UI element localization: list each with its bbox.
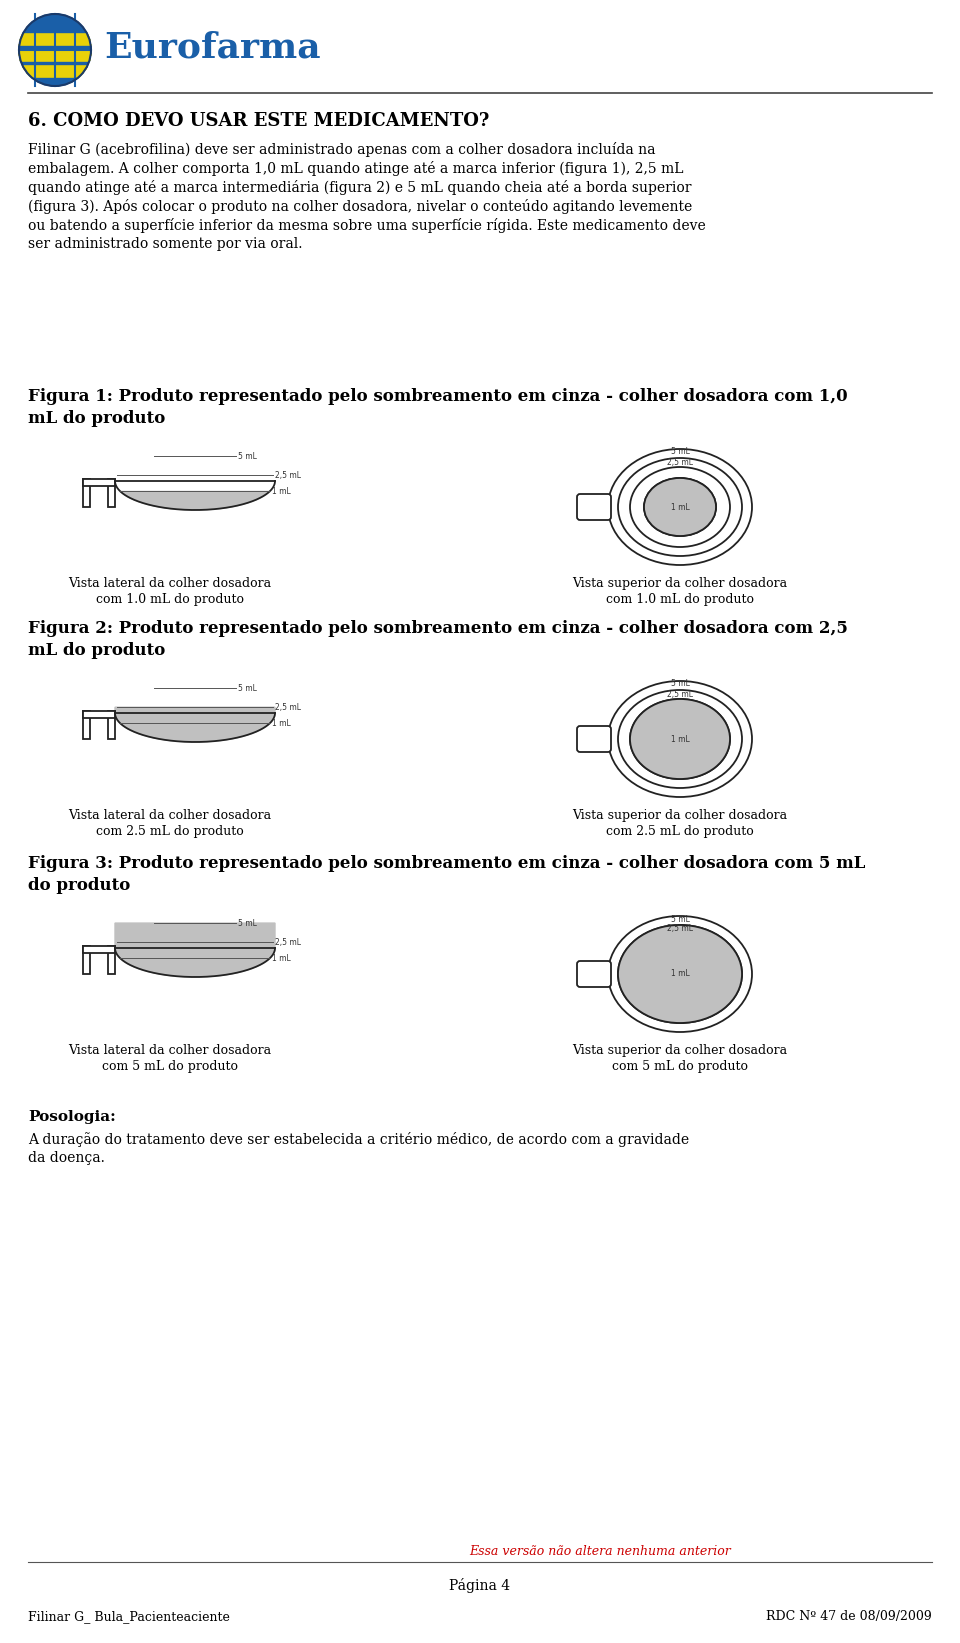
- Bar: [83, 711, 115, 718]
- Polygon shape: [115, 713, 275, 743]
- Text: 2,5 mL: 2,5 mL: [276, 470, 301, 480]
- Polygon shape: [115, 706, 275, 743]
- Text: 2,5 mL: 2,5 mL: [276, 938, 301, 946]
- FancyBboxPatch shape: [577, 961, 611, 987]
- FancyBboxPatch shape: [577, 495, 611, 519]
- Text: 5 mL: 5 mL: [671, 680, 689, 688]
- Text: com 1.0 mL do produto: com 1.0 mL do produto: [606, 593, 754, 606]
- Text: Vista superior da colher dosadora: Vista superior da colher dosadora: [572, 808, 787, 822]
- Text: A duração do tratamento deve ser estabelecida a critério médico, de acordo com a: A duração do tratamento deve ser estabel…: [28, 1132, 689, 1147]
- Bar: [108, 711, 115, 739]
- Text: 2,5 mL: 2,5 mL: [667, 690, 693, 698]
- FancyBboxPatch shape: [577, 726, 611, 752]
- Text: 1 mL: 1 mL: [671, 969, 689, 979]
- Text: com 1.0 mL do produto: com 1.0 mL do produto: [96, 593, 244, 606]
- Text: Vista superior da colher dosadora: Vista superior da colher dosadora: [572, 577, 787, 590]
- Text: 5 mL: 5 mL: [671, 447, 689, 457]
- Text: 5 mL: 5 mL: [238, 683, 256, 693]
- Text: Página 4: Página 4: [449, 1577, 511, 1594]
- Ellipse shape: [630, 698, 730, 779]
- Text: Posologia:: Posologia:: [28, 1111, 116, 1124]
- Text: Filinar G (acebrofilina) deve ser administrado apenas com a colher dosadora incl: Filinar G (acebrofilina) deve ser admini…: [28, 141, 656, 158]
- Bar: [83, 480, 115, 486]
- Ellipse shape: [618, 925, 742, 1024]
- Text: com 2.5 mL do produto: com 2.5 mL do produto: [96, 825, 244, 838]
- Text: 2,5 mL: 2,5 mL: [667, 925, 693, 933]
- Text: Filinar G_ Bula_Pacienteaciente: Filinar G_ Bula_Pacienteaciente: [28, 1610, 229, 1623]
- Text: 1 mL: 1 mL: [671, 734, 689, 744]
- Bar: [83, 711, 90, 739]
- Ellipse shape: [644, 945, 716, 1002]
- Text: Eurofarma: Eurofarma: [104, 31, 321, 66]
- Text: 6. COMO DEVO USAR ESTE MEDICAMENTO?: 6. COMO DEVO USAR ESTE MEDICAMENTO?: [28, 112, 490, 130]
- Text: 2,5 mL: 2,5 mL: [667, 457, 693, 467]
- Ellipse shape: [644, 478, 716, 536]
- Text: Figura 1: Produto representado pelo sombreamento em cinza - colher dosadora com : Figura 1: Produto representado pelo somb…: [28, 388, 848, 406]
- Text: com 5 mL do produto: com 5 mL do produto: [612, 1060, 748, 1073]
- Polygon shape: [121, 491, 270, 509]
- Bar: [83, 946, 115, 953]
- Ellipse shape: [644, 710, 716, 767]
- Bar: [108, 480, 115, 508]
- Text: quando atinge até a marca intermediária (figura 2) e 5 mL quando cheia até a bor: quando atinge até a marca intermediária …: [28, 181, 691, 196]
- Bar: [108, 946, 115, 974]
- Ellipse shape: [618, 925, 742, 1024]
- Text: 1 mL: 1 mL: [272, 720, 290, 728]
- Bar: [83, 480, 90, 508]
- Circle shape: [19, 15, 91, 85]
- Text: embalagem. A colher comporta 1,0 mL quando atinge até a marca inferior (figura 1: embalagem. A colher comporta 1,0 mL quan…: [28, 161, 684, 176]
- Polygon shape: [115, 923, 275, 978]
- Text: da doença.: da doença.: [28, 1152, 105, 1165]
- Text: 1 mL: 1 mL: [671, 503, 689, 511]
- Ellipse shape: [608, 917, 752, 1032]
- Text: mL do produto: mL do produto: [28, 642, 165, 659]
- Text: 1 mL: 1 mL: [272, 955, 290, 963]
- Text: 5 mL: 5 mL: [671, 915, 689, 923]
- Text: 5 mL: 5 mL: [238, 452, 256, 460]
- Text: Vista lateral da colher dosadora: Vista lateral da colher dosadora: [68, 1043, 272, 1056]
- Text: ou batendo a superfície inferior da mesma sobre uma superfície rígida. Este medi: ou batendo a superfície inferior da mesm…: [28, 219, 706, 233]
- Text: Essa versão não altera nenhuma anterior: Essa versão não altera nenhuma anterior: [469, 1544, 731, 1558]
- Text: com 5 mL do produto: com 5 mL do produto: [102, 1060, 238, 1073]
- Bar: [83, 946, 90, 974]
- Text: Figura 3: Produto representado pelo sombreamento em cinza - colher dosadora com : Figura 3: Produto representado pelo somb…: [28, 854, 865, 872]
- Ellipse shape: [608, 449, 752, 565]
- Text: com 2.5 mL do produto: com 2.5 mL do produto: [606, 825, 754, 838]
- Ellipse shape: [618, 458, 742, 555]
- Ellipse shape: [644, 478, 716, 536]
- Text: (figura 3). Após colocar o produto na colher dosadora, nivelar o conteúdo agitan: (figura 3). Após colocar o produto na co…: [28, 199, 692, 214]
- Text: 2,5 mL: 2,5 mL: [276, 703, 301, 711]
- Text: Vista lateral da colher dosadora: Vista lateral da colher dosadora: [68, 808, 272, 822]
- Text: 5 mL: 5 mL: [238, 918, 256, 928]
- Ellipse shape: [618, 690, 742, 789]
- Text: do produto: do produto: [28, 877, 131, 894]
- Ellipse shape: [630, 933, 730, 1014]
- Text: Figura 2: Produto representado pelo sombreamento em cinza - colher dosadora com : Figura 2: Produto representado pelo somb…: [28, 619, 848, 637]
- Text: RDC Nº 47 de 08/09/2009: RDC Nº 47 de 08/09/2009: [766, 1610, 932, 1623]
- Ellipse shape: [608, 680, 752, 797]
- Polygon shape: [115, 481, 275, 509]
- Text: ser administrado somente por via oral.: ser administrado somente por via oral.: [28, 237, 302, 251]
- Text: Vista superior da colher dosadora: Vista superior da colher dosadora: [572, 1043, 787, 1056]
- Polygon shape: [115, 948, 275, 978]
- Text: 1 mL: 1 mL: [272, 486, 290, 496]
- Text: Vista lateral da colher dosadora: Vista lateral da colher dosadora: [68, 577, 272, 590]
- Ellipse shape: [630, 467, 730, 547]
- Ellipse shape: [630, 698, 730, 779]
- Text: mL do produto: mL do produto: [28, 411, 165, 427]
